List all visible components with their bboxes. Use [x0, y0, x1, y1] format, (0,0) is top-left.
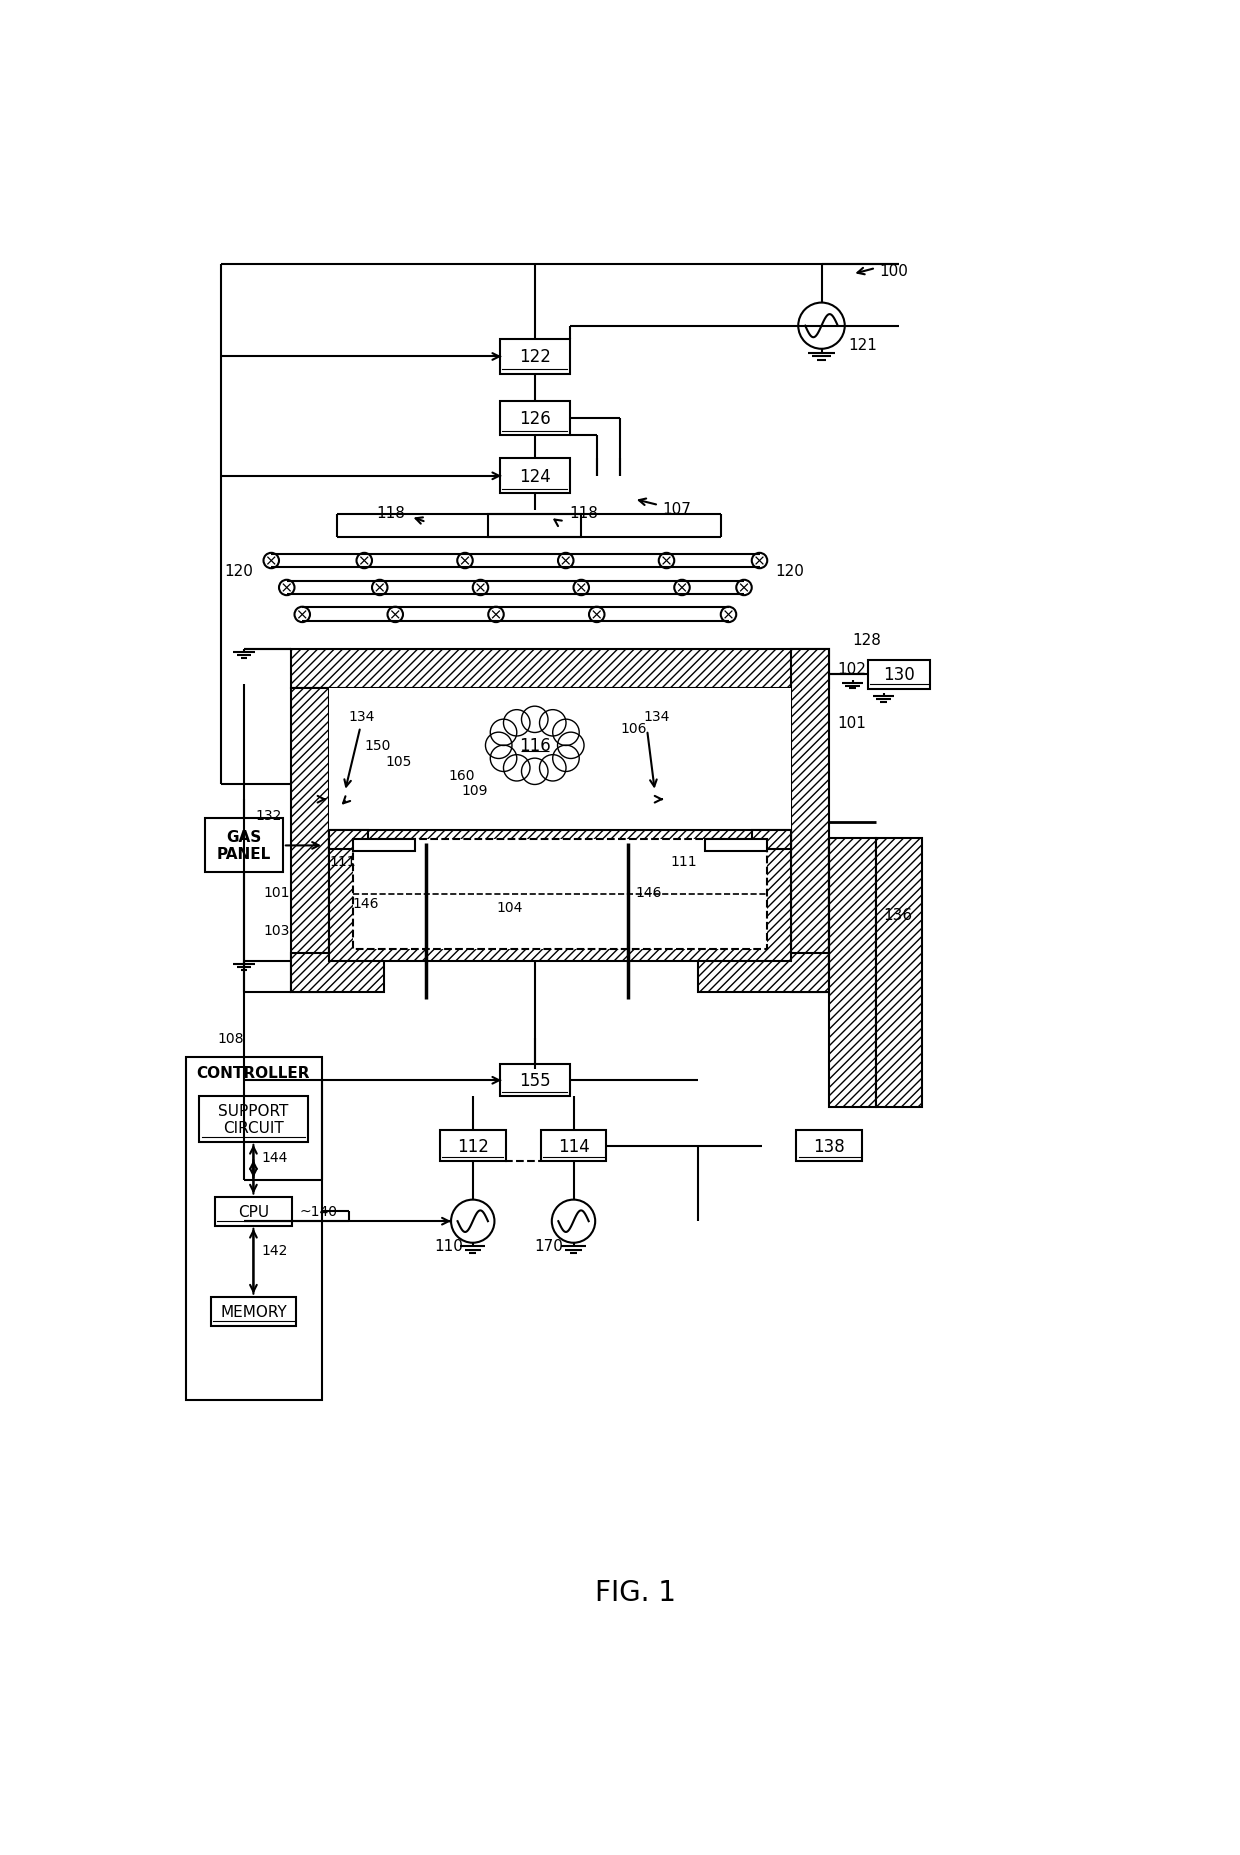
- Text: 114: 114: [558, 1137, 589, 1156]
- Text: 110: 110: [434, 1239, 463, 1254]
- Text: CPU: CPU: [238, 1204, 269, 1219]
- Bar: [830, 838, 875, 1107]
- Bar: [500, 401, 569, 436]
- Text: 101: 101: [263, 885, 290, 900]
- Bar: [489, 516, 582, 538]
- Text: CONTROLLER: CONTROLLER: [197, 1065, 310, 1080]
- Text: 124: 124: [518, 467, 551, 486]
- Text: 160: 160: [448, 768, 475, 783]
- Text: FIG. 1: FIG. 1: [595, 1579, 676, 1606]
- Text: 142: 142: [262, 1243, 288, 1258]
- Ellipse shape: [372, 581, 387, 595]
- Text: 155: 155: [518, 1072, 551, 1089]
- Text: 111: 111: [671, 855, 697, 868]
- Bar: [706, 840, 768, 851]
- Bar: [290, 649, 830, 688]
- Bar: [868, 660, 930, 690]
- Bar: [500, 339, 569, 375]
- Text: SUPPORT
CIRCUIT: SUPPORT CIRCUIT: [218, 1104, 289, 1135]
- Bar: [500, 460, 569, 493]
- Text: 107: 107: [662, 501, 692, 516]
- Text: 102: 102: [837, 662, 866, 677]
- Text: 118: 118: [376, 506, 404, 521]
- Bar: [352, 840, 414, 851]
- Bar: [541, 1132, 606, 1161]
- Text: 104: 104: [496, 900, 522, 915]
- Text: 146: 146: [635, 885, 662, 900]
- Ellipse shape: [357, 553, 372, 569]
- Text: 170: 170: [534, 1239, 564, 1254]
- Text: 109: 109: [461, 783, 487, 798]
- Text: 128: 128: [853, 633, 882, 647]
- Bar: [330, 688, 791, 953]
- Text: 120: 120: [775, 564, 804, 579]
- Bar: [330, 831, 791, 961]
- Text: 112: 112: [456, 1137, 489, 1156]
- Text: 100: 100: [879, 263, 909, 278]
- Text: 144: 144: [262, 1150, 288, 1165]
- Text: 108: 108: [218, 1031, 244, 1046]
- Text: 103: 103: [263, 924, 290, 937]
- Text: 138: 138: [813, 1137, 846, 1156]
- Text: GAS: GAS: [227, 829, 262, 844]
- Ellipse shape: [263, 553, 279, 569]
- Text: 101: 101: [837, 716, 866, 731]
- Text: 150: 150: [365, 738, 391, 753]
- Text: 134: 134: [644, 710, 670, 723]
- Text: 130: 130: [883, 666, 915, 684]
- Ellipse shape: [751, 553, 768, 569]
- Text: ~140: ~140: [300, 1204, 339, 1219]
- Ellipse shape: [558, 553, 573, 569]
- Ellipse shape: [675, 581, 689, 595]
- Ellipse shape: [472, 581, 489, 595]
- Text: MEMORY: MEMORY: [219, 1304, 286, 1319]
- Ellipse shape: [458, 553, 472, 569]
- Bar: [290, 688, 330, 992]
- Bar: [215, 1196, 293, 1226]
- Bar: [186, 1057, 321, 1401]
- Ellipse shape: [658, 553, 675, 569]
- Ellipse shape: [295, 607, 310, 623]
- Text: 136: 136: [883, 907, 913, 922]
- Ellipse shape: [279, 581, 295, 595]
- Bar: [330, 831, 368, 850]
- Ellipse shape: [589, 607, 605, 623]
- Text: 105: 105: [386, 755, 412, 768]
- Bar: [352, 840, 768, 950]
- Text: PANEL: PANEL: [217, 846, 272, 861]
- Bar: [206, 820, 283, 874]
- Ellipse shape: [720, 607, 737, 623]
- Text: 121: 121: [848, 338, 878, 352]
- Ellipse shape: [737, 581, 751, 595]
- Text: 120: 120: [224, 564, 254, 579]
- Text: 111: 111: [330, 855, 356, 868]
- Bar: [791, 649, 830, 992]
- Text: 132: 132: [255, 809, 283, 822]
- Bar: [697, 953, 830, 992]
- Bar: [796, 1132, 862, 1161]
- Text: 106: 106: [620, 722, 646, 736]
- Text: 146: 146: [352, 896, 379, 911]
- Text: 118: 118: [569, 506, 599, 521]
- Bar: [200, 1096, 308, 1143]
- Text: 134: 134: [348, 710, 376, 723]
- Bar: [290, 953, 383, 992]
- Bar: [211, 1297, 296, 1326]
- Bar: [875, 838, 923, 1107]
- Bar: [440, 1132, 506, 1161]
- Ellipse shape: [489, 607, 503, 623]
- Text: 122: 122: [518, 349, 551, 365]
- Bar: [500, 1065, 569, 1096]
- Ellipse shape: [387, 607, 403, 623]
- Bar: [751, 831, 791, 850]
- Text: 116: 116: [518, 736, 551, 755]
- Text: 126: 126: [518, 410, 551, 429]
- Ellipse shape: [573, 581, 589, 595]
